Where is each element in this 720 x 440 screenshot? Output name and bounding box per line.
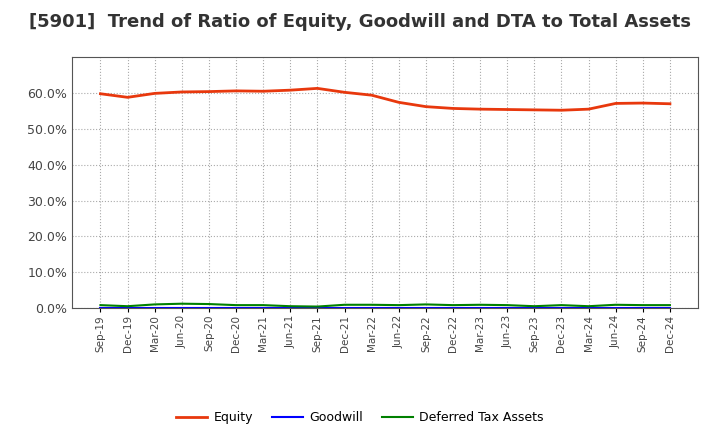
Goodwill [96, 305, 105, 311]
Equity [395, 100, 403, 105]
Goodwill [123, 305, 132, 311]
Deferred Tax Assets [123, 304, 132, 309]
Goodwill [259, 305, 268, 311]
Goodwill [557, 305, 566, 311]
Equity [476, 106, 485, 112]
Deferred Tax Assets [395, 302, 403, 308]
Goodwill [341, 305, 349, 311]
Goodwill [204, 305, 213, 311]
Text: [5901]  Trend of Ratio of Equity, Goodwill and DTA to Total Assets: [5901] Trend of Ratio of Equity, Goodwil… [29, 13, 691, 31]
Equity [259, 88, 268, 94]
Deferred Tax Assets [503, 302, 511, 308]
Deferred Tax Assets [584, 304, 593, 309]
Goodwill [150, 305, 159, 311]
Equity [503, 107, 511, 112]
Goodwill [395, 305, 403, 311]
Equity [313, 86, 322, 91]
Deferred Tax Assets [449, 302, 457, 308]
Goodwill [530, 305, 539, 311]
Equity [178, 89, 186, 95]
Equity [557, 108, 566, 113]
Equity [421, 104, 430, 109]
Equity [341, 90, 349, 95]
Goodwill [639, 305, 647, 311]
Deferred Tax Assets [259, 302, 268, 308]
Deferred Tax Assets [96, 302, 105, 308]
Equity [150, 91, 159, 96]
Equity [665, 101, 674, 106]
Equity [611, 101, 620, 106]
Deferred Tax Assets [313, 304, 322, 309]
Deferred Tax Assets [421, 302, 430, 307]
Deferred Tax Assets [341, 302, 349, 308]
Equity [449, 106, 457, 111]
Deferred Tax Assets [367, 302, 376, 308]
Goodwill [665, 305, 674, 311]
Goodwill [584, 305, 593, 311]
Deferred Tax Assets [476, 302, 485, 308]
Equity [286, 88, 294, 93]
Equity [639, 100, 647, 106]
Goodwill [476, 305, 485, 311]
Deferred Tax Assets [232, 302, 240, 308]
Deferred Tax Assets [557, 302, 566, 308]
Deferred Tax Assets [611, 302, 620, 308]
Deferred Tax Assets [150, 302, 159, 307]
Equity [96, 91, 105, 96]
Goodwill [421, 305, 430, 311]
Equity [204, 89, 213, 94]
Equity [232, 88, 240, 94]
Goodwill [449, 305, 457, 311]
Equity [584, 106, 593, 112]
Deferred Tax Assets [204, 301, 213, 307]
Equity [123, 95, 132, 100]
Deferred Tax Assets [665, 302, 674, 308]
Line: Equity: Equity [101, 88, 670, 110]
Line: Deferred Tax Assets: Deferred Tax Assets [101, 304, 670, 307]
Goodwill [611, 305, 620, 311]
Deferred Tax Assets [178, 301, 186, 306]
Equity [367, 92, 376, 98]
Deferred Tax Assets [639, 302, 647, 308]
Goodwill [503, 305, 511, 311]
Goodwill [178, 305, 186, 311]
Legend: Equity, Goodwill, Deferred Tax Assets: Equity, Goodwill, Deferred Tax Assets [171, 407, 549, 429]
Goodwill [286, 305, 294, 311]
Goodwill [313, 305, 322, 311]
Equity [530, 107, 539, 113]
Deferred Tax Assets [530, 304, 539, 309]
Deferred Tax Assets [286, 304, 294, 309]
Goodwill [232, 305, 240, 311]
Goodwill [367, 305, 376, 311]
